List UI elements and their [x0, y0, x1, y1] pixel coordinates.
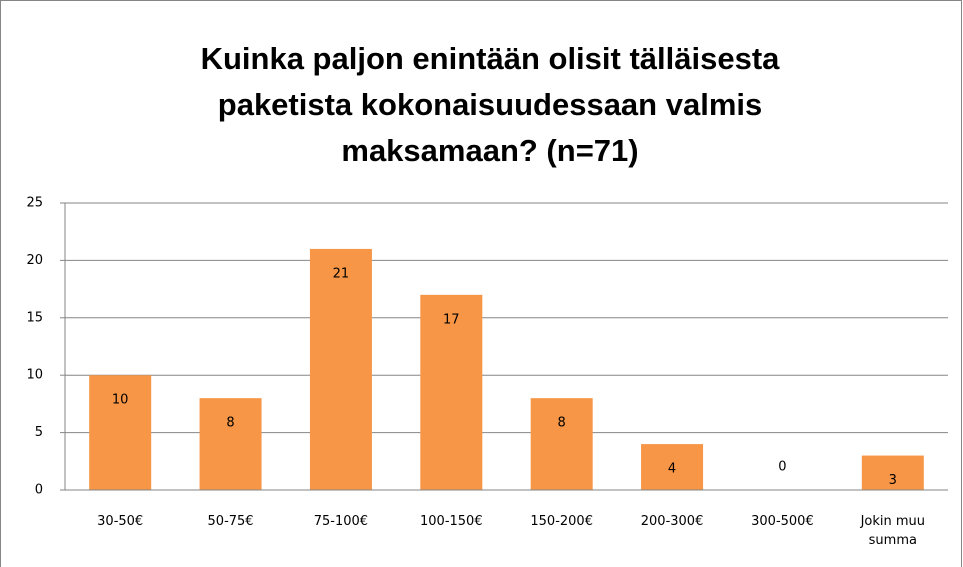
bar [89, 375, 152, 490]
x-tick-label: 100-150€ [420, 514, 483, 529]
x-label-box: 100-150€ [420, 514, 483, 529]
x-tick-label: 300-500€ [751, 514, 814, 529]
x-tick-label: 50-75€ [207, 514, 254, 529]
bar [861, 455, 924, 490]
data-label: 4 [668, 462, 676, 477]
y-tick-label: 0 [35, 483, 43, 498]
data-label: 3 [889, 473, 897, 488]
data-label: 8 [226, 416, 234, 431]
x-label-box: 150-200€ [530, 514, 593, 529]
x-label-box: 50-75€ [207, 514, 254, 529]
x-label-box: 30-50€ [97, 514, 144, 529]
bar [199, 398, 262, 490]
bar [530, 398, 593, 490]
bar [420, 294, 483, 490]
bar [309, 248, 372, 490]
bar [641, 444, 704, 490]
x-tick-label: 30-50€ [97, 514, 144, 529]
y-tick-label: 5 [35, 425, 43, 440]
x-label-box: 200-300€ [640, 514, 704, 529]
data-label: 0 [778, 460, 786, 475]
data-label: 21 [333, 266, 350, 281]
x-tick-label: 200-300€ [640, 514, 704, 529]
x-label-box: 300-500€ [751, 514, 814, 529]
y-tick-label: 15 [26, 310, 43, 325]
y-tick-label: 10 [26, 368, 43, 383]
y-tick-label: 25 [26, 196, 43, 211]
data-label: 17 [443, 312, 460, 327]
y-tick-label: 20 [26, 253, 43, 268]
data-label: 10 [112, 393, 129, 408]
x-tick-label: 150-200€ [530, 514, 593, 529]
x-tick-label: Jokin muu summa [860, 514, 926, 548]
title-box: Kuinka paljon enintään olisit tälläisest… [200, 41, 780, 168]
x-label-box: Jokin muu summa [860, 514, 926, 548]
chart-title: Kuinka paljon enintään olisit tälläisest… [200, 41, 780, 168]
x-tick-label: 75-100€ [313, 514, 369, 529]
data-label: 8 [558, 416, 566, 431]
x-label-box: 75-100€ [313, 514, 369, 529]
